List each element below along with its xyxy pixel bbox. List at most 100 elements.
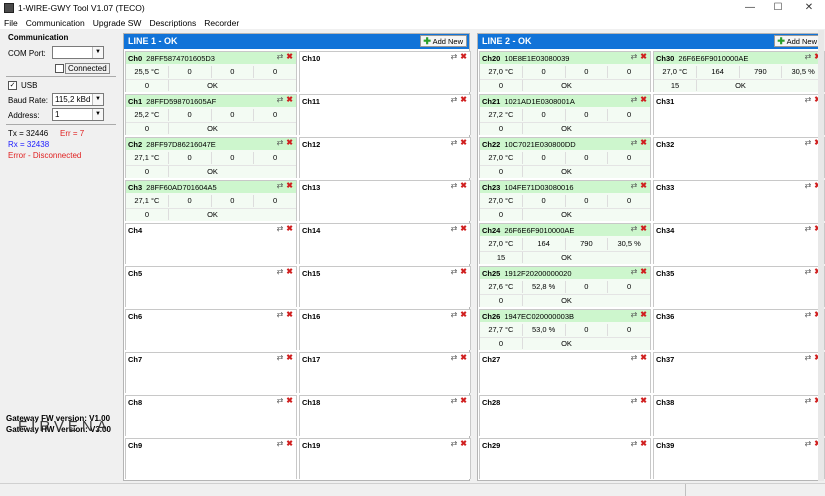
swap-icon[interactable]: ⇄ <box>804 52 812 61</box>
delete-icon[interactable]: ✖ <box>814 310 821 319</box>
channel-ch18[interactable]: Ch18 ⇄ ✖ <box>299 395 471 436</box>
swap-icon[interactable]: ⇄ <box>276 95 284 104</box>
swap-icon[interactable]: ⇄ <box>804 396 812 405</box>
delete-icon[interactable]: ✖ <box>814 439 821 448</box>
channel-ch22[interactable]: Ch22 10C7021E030800DD ⇄ ✖ 27,0 °C 0 0 0 0 OK <box>479 137 651 178</box>
swap-icon[interactable]: ⇄ <box>276 181 284 190</box>
swap-icon[interactable]: ⇄ <box>276 138 284 147</box>
swap-icon[interactable]: ⇄ <box>804 310 812 319</box>
swap-icon[interactable]: ⇄ <box>276 310 284 319</box>
delete-icon[interactable]: ✖ <box>286 52 293 61</box>
delete-icon[interactable]: ✖ <box>640 52 647 61</box>
swap-icon[interactable]: ⇄ <box>450 310 458 319</box>
swap-icon[interactable]: ⇄ <box>450 52 458 61</box>
delete-icon[interactable]: ✖ <box>640 95 647 104</box>
channel-ch7[interactable]: Ch7 ⇄ ✖ <box>125 352 297 393</box>
swap-icon[interactable]: ⇄ <box>630 439 638 448</box>
delete-icon[interactable]: ✖ <box>640 181 647 190</box>
channel-ch23[interactable]: Ch23 104FE71D03080016 ⇄ ✖ 27,0 °C 0 0 0 0 OK <box>479 180 651 221</box>
channel-ch20[interactable]: Ch20 10E8E1E03080039 ⇄ ✖ 27,0 °C 0 0 0 0 OK <box>479 51 651 92</box>
channel-ch6[interactable]: Ch6 ⇄ ✖ <box>125 309 297 350</box>
swap-icon[interactable]: ⇄ <box>804 138 812 147</box>
swap-icon[interactable]: ⇄ <box>450 138 458 147</box>
channel-ch34[interactable]: Ch34 ⇄✖ <box>653 223 825 264</box>
delete-icon[interactable]: ✖ <box>640 224 647 233</box>
delete-icon[interactable]: ✖ <box>286 181 293 190</box>
swap-icon[interactable]: ⇄ <box>450 396 458 405</box>
channel-ch27[interactable]: Ch27 ⇄ ✖ <box>479 352 651 393</box>
delete-icon[interactable]: ✖ <box>640 353 647 362</box>
swap-icon[interactable]: ⇄ <box>630 310 638 319</box>
channel-ch2[interactable]: Ch2 28FF97D86216047E ⇄ ✖ 27,1 °C 0 0 0 0 OK <box>125 137 297 178</box>
delete-icon[interactable]: ✖ <box>286 353 293 362</box>
channel-ch31[interactable]: Ch31 ⇄✖ <box>653 94 825 135</box>
channel-ch14[interactable]: Ch14 ⇄ ✖ <box>299 223 471 264</box>
swap-icon[interactable]: ⇄ <box>450 181 458 190</box>
swap-icon[interactable]: ⇄ <box>804 439 812 448</box>
menu-upgrade-sw[interactable]: Upgrade SW <box>92 17 142 28</box>
add-new-button-line-1[interactable]: ✚ Add New <box>420 35 467 47</box>
delete-icon[interactable]: ✖ <box>460 396 467 405</box>
channel-ch0[interactable]: Ch0 28FF5874701605D3 ⇄ ✖ 25,5 °C 0 0 0 0 OK <box>125 51 297 92</box>
swap-icon[interactable]: ⇄ <box>276 52 284 61</box>
channel-ch37[interactable]: Ch37 ⇄✖ <box>653 352 825 393</box>
delete-icon[interactable]: ✖ <box>640 267 647 276</box>
menu-descriptions[interactable]: Descriptions <box>149 17 197 28</box>
swap-icon[interactable]: ⇄ <box>630 181 638 190</box>
channel-ch29[interactable]: Ch29 ⇄ ✖ <box>479 438 651 479</box>
usb-checkbox[interactable]: ✓ <box>8 81 17 90</box>
menu-file[interactable]: File <box>4 17 18 28</box>
delete-icon[interactable]: ✖ <box>460 353 467 362</box>
channel-ch13[interactable]: Ch13 ⇄ ✖ <box>299 180 471 221</box>
swap-icon[interactable]: ⇄ <box>804 353 812 362</box>
channel-ch19[interactable]: Ch19 ⇄ ✖ <box>299 438 471 479</box>
channel-ch3[interactable]: Ch3 28FF60AD701604A5 ⇄ ✖ 27,1 °C 0 0 0 0 OK <box>125 180 297 221</box>
delete-icon[interactable]: ✖ <box>460 138 467 147</box>
delete-icon[interactable]: ✖ <box>460 310 467 319</box>
swap-icon[interactable]: ⇄ <box>450 95 458 104</box>
delete-icon[interactable]: ✖ <box>640 396 647 405</box>
channel-ch5[interactable]: Ch5 ⇄ ✖ <box>125 266 297 307</box>
swap-icon[interactable]: ⇄ <box>630 353 638 362</box>
swap-icon[interactable]: ⇄ <box>276 439 284 448</box>
delete-icon[interactable]: ✖ <box>640 138 647 147</box>
connected-checkbox[interactable] <box>55 64 64 73</box>
channel-ch39[interactable]: Ch39 ⇄✖ <box>653 438 825 479</box>
delete-icon[interactable]: ✖ <box>460 439 467 448</box>
channel-ch11[interactable]: Ch11 ⇄ ✖ <box>299 94 471 135</box>
swap-icon[interactable]: ⇄ <box>630 224 638 233</box>
delete-icon[interactable]: ✖ <box>286 224 293 233</box>
com-port-select[interactable]: ▼ <box>52 46 104 59</box>
swap-icon[interactable]: ⇄ <box>450 439 458 448</box>
swap-icon[interactable]: ⇄ <box>276 353 284 362</box>
channel-ch17[interactable]: Ch17 ⇄ ✖ <box>299 352 471 393</box>
channel-ch16[interactable]: Ch16 ⇄ ✖ <box>299 309 471 350</box>
menu-communication[interactable]: Communication <box>25 17 85 28</box>
channel-ch28[interactable]: Ch28 ⇄ ✖ <box>479 395 651 436</box>
channel-ch12[interactable]: Ch12 ⇄ ✖ <box>299 137 471 178</box>
channel-ch24[interactable]: Ch24 26F6E6F9010000AE ⇄ ✖ 27,0 °C 164 790 30,5 … <box>479 223 651 264</box>
delete-icon[interactable]: ✖ <box>460 181 467 190</box>
delete-icon[interactable]: ✖ <box>814 353 821 362</box>
channel-ch38[interactable]: Ch38 ⇄✖ <box>653 395 825 436</box>
delete-icon[interactable]: ✖ <box>286 310 293 319</box>
delete-icon[interactable]: ✖ <box>460 224 467 233</box>
delete-icon[interactable]: ✖ <box>286 138 293 147</box>
swap-icon[interactable]: ⇄ <box>804 181 812 190</box>
swap-icon[interactable]: ⇄ <box>276 224 284 233</box>
channel-ch26[interactable]: Ch26 1947EC020000003B ⇄ ✖ 27,7 °C 53,0 % 0 0 0 OK <box>479 309 651 350</box>
swap-icon[interactable]: ⇄ <box>630 95 638 104</box>
delete-icon[interactable]: ✖ <box>640 310 647 319</box>
delete-icon[interactable]: ✖ <box>814 138 821 147</box>
channel-ch10[interactable]: Ch10 ⇄ ✖ <box>299 51 471 92</box>
channel-ch9[interactable]: Ch9 ⇄ ✖ <box>125 438 297 479</box>
swap-icon[interactable]: ⇄ <box>804 224 812 233</box>
swap-icon[interactable]: ⇄ <box>450 267 458 276</box>
channel-ch36[interactable]: Ch36 ⇄✖ <box>653 309 825 350</box>
delete-icon[interactable]: ✖ <box>814 52 821 61</box>
delete-icon[interactable]: ✖ <box>814 95 821 104</box>
swap-icon[interactable]: ⇄ <box>450 353 458 362</box>
channel-ch33[interactable]: Ch33 ⇄✖ <box>653 180 825 221</box>
swap-icon[interactable]: ⇄ <box>804 267 812 276</box>
